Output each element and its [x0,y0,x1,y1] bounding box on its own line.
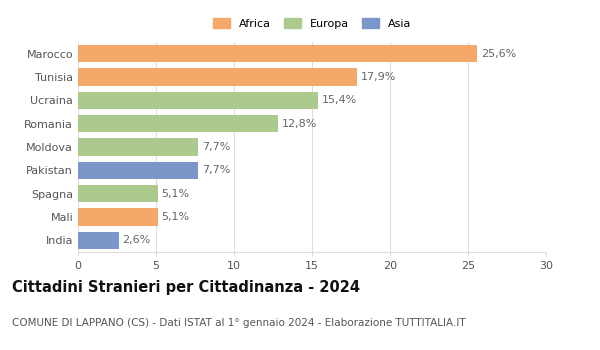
Bar [78,208,158,226]
Text: 25,6%: 25,6% [481,49,517,59]
Text: 12,8%: 12,8% [281,119,317,129]
Legend: Africa, Europa, Asia: Africa, Europa, Asia [210,15,414,32]
Bar [78,68,357,86]
Bar [78,185,158,202]
Text: 17,9%: 17,9% [361,72,397,82]
Bar [78,232,119,249]
Bar [78,92,318,109]
Text: 15,4%: 15,4% [322,95,358,105]
Text: 5,1%: 5,1% [161,212,190,222]
Text: COMUNE DI LAPPANO (CS) - Dati ISTAT al 1° gennaio 2024 - Elaborazione TUTTITALIA: COMUNE DI LAPPANO (CS) - Dati ISTAT al 1… [12,318,466,329]
Text: 2,6%: 2,6% [122,235,151,245]
Text: 7,7%: 7,7% [202,142,230,152]
Text: 7,7%: 7,7% [202,165,230,175]
Bar [78,115,278,132]
Bar [78,162,198,179]
Text: Cittadini Stranieri per Cittadinanza - 2024: Cittadini Stranieri per Cittadinanza - 2… [12,280,360,295]
Bar [78,138,198,156]
Text: 5,1%: 5,1% [161,189,190,199]
Bar [78,45,478,62]
